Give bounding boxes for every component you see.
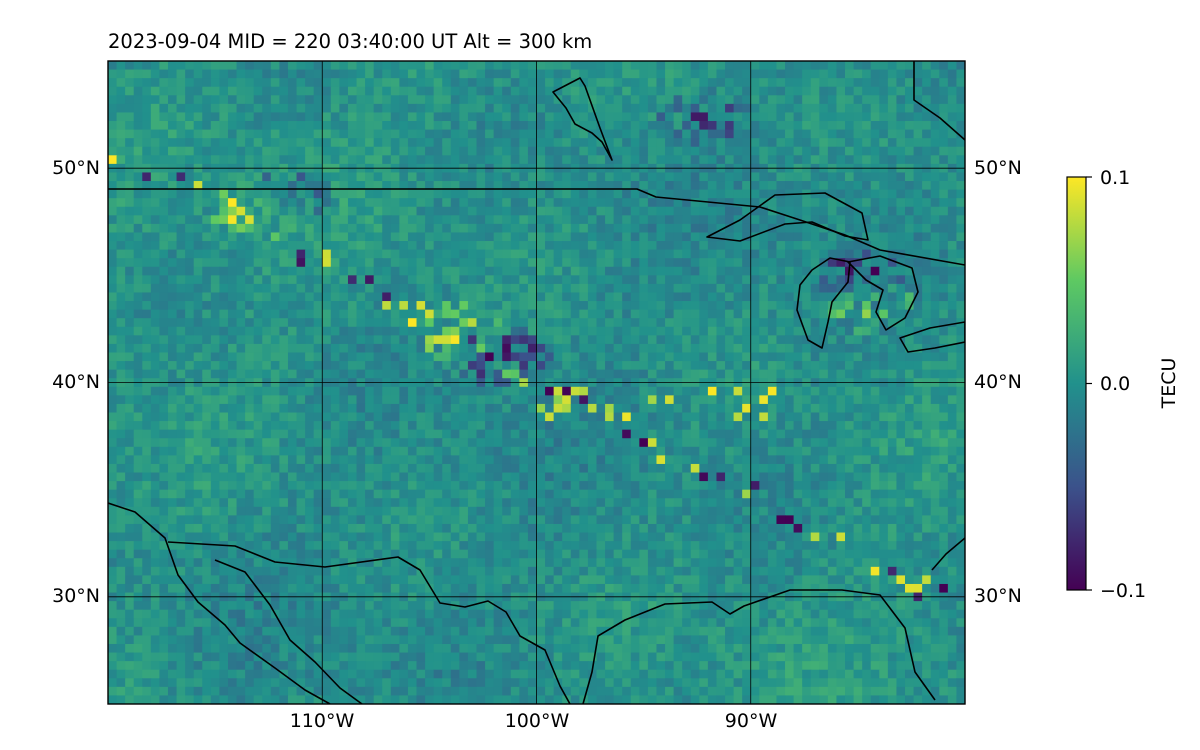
hudson-bay-coast [913, 61, 965, 141]
hudson-bay-islands-outline [552, 77, 613, 161]
colorbar-tick-label-mid: 0.0 [1100, 373, 1130, 395]
y-tick-50n-left: 50°N [52, 157, 100, 179]
colorbar-label: TECU [1158, 358, 1180, 410]
x-tick-110w: 110°W [290, 710, 355, 732]
pacific-coast-baja [108, 502, 331, 704]
chart-title: 2023-09-04 MID = 220 03:40:00 UT Alt = 3… [108, 30, 592, 53]
colorbar-tick-label-max: 0.1 [1100, 167, 1130, 189]
map-plot-area [107, 60, 966, 705]
y-tick-labels-left: 50°N 40°N 30°N [52, 157, 100, 607]
us-canada-border [108, 188, 965, 266]
lake-huron-outline [847, 255, 919, 331]
coastlines-and-borders [108, 61, 965, 704]
map-frame [107, 60, 966, 705]
lake-michigan-outline [796, 257, 851, 349]
lake-erie-ontario-outline [899, 321, 965, 353]
x-tick-labels: 110°W 100°W 90°W [290, 710, 778, 732]
gulf-of-california-coast [214, 559, 363, 704]
map-gridlines [108, 61, 965, 704]
atlantic-coast [931, 537, 965, 571]
y-tick-50n-right: 50°N [974, 157, 1022, 179]
tec-heatmap [108, 61, 965, 704]
us-mexico-border [167, 541, 571, 704]
y-tick-30n-left: 30°N [52, 585, 100, 607]
gulf-coast [582, 589, 936, 704]
y-tick-40n-left: 40°N [52, 371, 100, 393]
colorbar-gradient [1066, 176, 1087, 591]
colorbar: 0.1 0.0 −0.1 TECU [1066, 167, 1180, 602]
colorbar-tick-label-min: −0.1 [1100, 580, 1146, 602]
lake-superior-outline [706, 192, 869, 242]
y-tick-labels-right: 50°N 40°N 30°N [974, 157, 1022, 607]
y-tick-40n-right: 40°N [974, 371, 1022, 393]
x-tick-90w: 90°W [725, 710, 778, 732]
x-tick-100w: 100°W [505, 710, 570, 732]
y-tick-30n-right: 30°N [974, 585, 1022, 607]
